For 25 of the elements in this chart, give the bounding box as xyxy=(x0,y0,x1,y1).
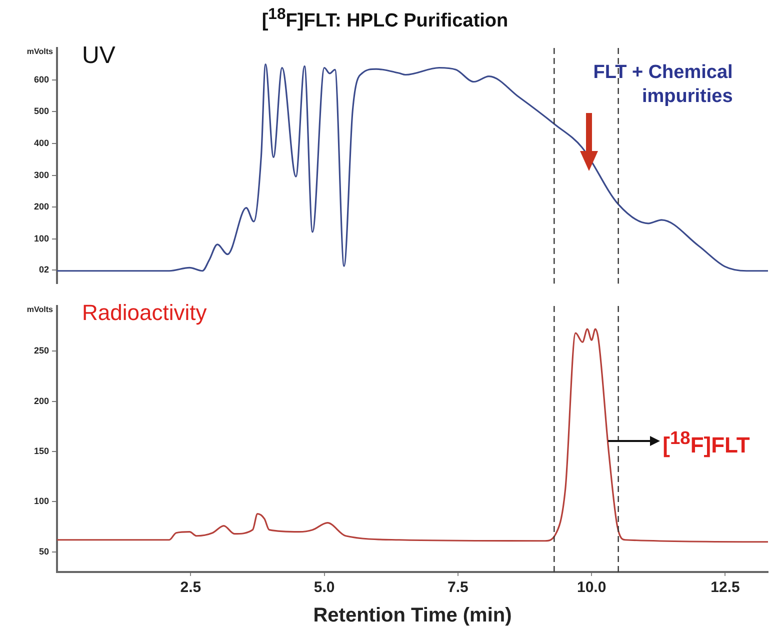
x-tick-label: 12.5 xyxy=(710,579,740,596)
annotation: UV xyxy=(82,42,116,70)
y-tick-label: 02 xyxy=(38,264,49,275)
annotation: FLT + Chemical impurities xyxy=(592,60,733,108)
x-tick-label: 5.0 xyxy=(314,579,335,596)
x-tick-label: 10.0 xyxy=(576,579,606,596)
y-tick-label: 600 xyxy=(34,74,49,84)
chart-title: [$^{18}$F]FLT: HPLC Purification xyxy=(260,5,510,34)
y-tick-label: 100 xyxy=(34,234,49,244)
y-tick-label: 300 xyxy=(34,170,49,180)
x-tick-label: 2.5 xyxy=(180,579,202,596)
y-tick-label: 100 xyxy=(34,496,49,506)
y-tick-label: 400 xyxy=(34,138,49,148)
x-tick-label: 7.5 xyxy=(448,579,468,596)
y-tick-label: 250 xyxy=(34,346,49,356)
x-axis-title: Retention Time (min) xyxy=(313,604,512,627)
y-tick-label: 50 xyxy=(38,546,49,556)
y-axis-title: mVolts xyxy=(26,305,54,314)
y-tick-label: 150 xyxy=(34,446,49,456)
y-tick-label: 500 xyxy=(34,106,49,116)
annotation: Radioactivity xyxy=(82,300,207,326)
annotation: [$^{18}$F]FLT xyxy=(662,426,750,458)
y-tick-label: 200 xyxy=(34,202,49,212)
y-axis-title: mVolts xyxy=(26,47,54,56)
y-tick-label: 200 xyxy=(34,396,49,406)
